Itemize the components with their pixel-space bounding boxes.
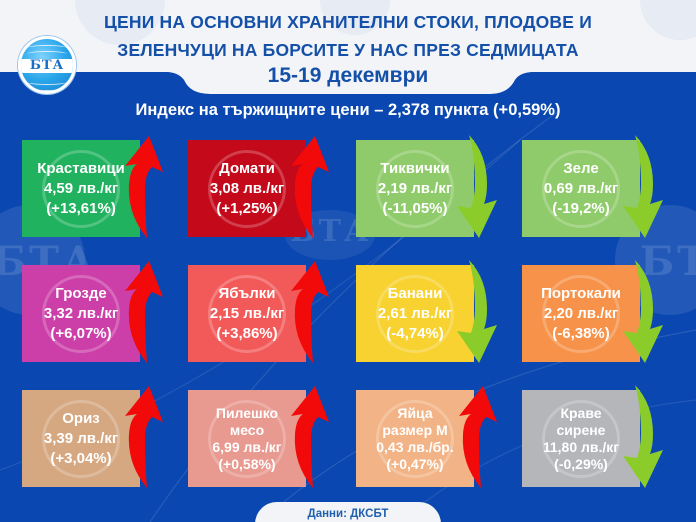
- product-info: Краставици 4,59 лв./кг (+13,61%): [22, 159, 140, 219]
- egg-icon: [376, 399, 454, 478]
- arrow-down-icon: [623, 135, 663, 238]
- product-change: (+6,07%): [50, 324, 112, 342]
- product-card: Яйца размер М 0,43 лв./бр. (+0,47%): [356, 390, 474, 487]
- product-info: Яйца размер М 0,43 лв./бр. (+0,47%): [356, 405, 474, 473]
- product-info: Краве сирене 11,80 лв./кг (-0,29%): [522, 405, 640, 473]
- product-info: Ябълки 2,15 лв./кг (+3,86%): [188, 284, 306, 344]
- product-change: (-0,29%): [554, 455, 608, 472]
- product-name: Зеле: [563, 159, 599, 177]
- product-change: (-11,05%): [382, 199, 448, 217]
- product-change: (+3,86%): [216, 324, 278, 342]
- product-price: 11,80 лв./кг: [542, 438, 620, 455]
- product-info: Пилешко месо 6,99 лв./кг (+0,58%): [188, 405, 306, 473]
- product-price: 2,15 лв./кг: [209, 304, 285, 322]
- orange-icon: [542, 274, 620, 353]
- product-info: Тиквички 2,19 лв./кг (-11,05%): [356, 159, 474, 219]
- zucchini-icon: [376, 149, 454, 228]
- arrow-up-icon: [125, 261, 163, 363]
- product-price: 3,32 лв./кг: [43, 304, 119, 322]
- arrow-up-icon: [291, 136, 329, 238]
- product-card: Зеле 0,69 лв./кг (-19,2%): [522, 140, 640, 237]
- tomato-icon: [208, 149, 286, 228]
- arrow-up-icon: [291, 386, 329, 488]
- product-card: Банани 2,61 лв./кг (-4,74%): [356, 265, 474, 362]
- date-range: 15-19 декември: [267, 64, 429, 87]
- product-info: Банани 2,61 лв./кг (-4,74%): [356, 284, 474, 344]
- market-price-index: Индекс на тържищните цени – 2,378 пункта…: [135, 101, 561, 119]
- page-title-line-2: ЗЕЛЕНЧУЦИ НА БОРСИТЕ У НАС ПРЕЗ СЕДМИЦАТ…: [117, 40, 579, 60]
- cucumber-slice-icon: [42, 149, 120, 228]
- product-info: Портокали 2,20 лв./кг (-6,38%): [522, 284, 640, 344]
- product-name: Краставици: [37, 159, 125, 177]
- product-card: Портокали 2,20 лв./кг (-6,38%): [522, 265, 640, 362]
- product-name: Пилешко: [215, 404, 279, 421]
- grapes-icon: [42, 274, 120, 353]
- product-card: Пилешко месо 6,99 лв./кг (+0,58%): [188, 390, 306, 487]
- product-card: Домати 3,08 лв./кг (+1,25%): [188, 140, 306, 237]
- product-change: (-6,38%): [552, 324, 610, 342]
- product-price: 3,39 лв./кг: [43, 429, 119, 447]
- product-card: Ябълки 2,15 лв./кг (+3,86%): [188, 265, 306, 362]
- product-price: 0,43 лв./бр.: [376, 438, 454, 455]
- arrow-down-icon: [457, 135, 497, 238]
- cabbage-icon: [542, 149, 620, 228]
- watermark-logo-right: БТА: [640, 238, 696, 285]
- product-card: Краставици 4,59 лв./кг (+13,61%): [22, 140, 140, 237]
- product-name: Ябълки: [218, 284, 276, 302]
- product-info: Зеле 0,69 лв./кг (-19,2%): [522, 159, 640, 219]
- header-background: [0, 0, 696, 95]
- product-card: Грозде 3,32 лв./кг (+6,07%): [22, 265, 140, 362]
- arrow-down-icon: [623, 385, 663, 488]
- arrow-up-icon: [125, 136, 163, 238]
- product-info: Грозде 3,32 лв./кг (+6,07%): [22, 284, 140, 344]
- product-price: 4,59 лв./кг: [43, 179, 119, 197]
- product-name: месо: [229, 421, 265, 438]
- product-info: Домати 3,08 лв./кг (+1,25%): [188, 159, 306, 219]
- product-price: 2,20 лв./кг: [543, 304, 619, 322]
- product-price: 2,61 лв./кг: [377, 304, 453, 322]
- product-name: Ориз: [62, 409, 100, 427]
- product-info: Ориз 3,39 лв./кг (+3,04%): [22, 409, 140, 469]
- product-card: Краве сирене 11,80 лв./кг (-0,29%): [522, 390, 640, 487]
- product-change: (+13,61%): [46, 199, 116, 217]
- product-change: (+0,47%): [386, 455, 444, 472]
- product-name: Краве: [560, 404, 602, 421]
- product-name: Грозде: [55, 284, 107, 302]
- arrow-down-icon: [457, 260, 497, 363]
- product-change: (-4,74%): [386, 324, 444, 342]
- product-price: 3,08 лв./кг: [209, 179, 285, 197]
- product-price: 2,19 лв./кг: [377, 179, 453, 197]
- product-name: Портокали: [541, 284, 621, 302]
- product-card: Тиквички 2,19 лв./кг (-11,05%): [356, 140, 474, 237]
- product-name: сирене: [556, 421, 606, 438]
- product-name: Яйца: [397, 404, 433, 421]
- product-name: Тиквички: [380, 159, 450, 177]
- product-change: (+3,04%): [50, 449, 112, 467]
- product-name: размер М: [382, 421, 448, 438]
- apple-icon: [208, 274, 286, 353]
- product-change: (+1,25%): [216, 199, 278, 217]
- arrow-up-icon: [291, 261, 329, 363]
- product-change: (-19,2%): [552, 199, 610, 217]
- arrow-up-icon: [459, 386, 497, 488]
- bta-logo-text: БТА: [29, 58, 65, 73]
- banana-icon: [376, 274, 454, 353]
- arrow-up-icon: [125, 386, 163, 488]
- page-title-line-1: ЦЕНИ НА ОСНОВНИ ХРАНИТЕЛНИ СТОКИ, ПЛОДОВ…: [104, 12, 592, 32]
- bta-logo: БТА: [18, 36, 76, 94]
- arrow-down-icon: [623, 260, 663, 363]
- product-price: 0,69 лв./кг: [543, 179, 619, 197]
- product-change: (+0,58%): [218, 455, 276, 472]
- product-card: Ориз 3,39 лв./кг (+3,04%): [22, 390, 140, 487]
- product-name: Банани: [387, 284, 443, 302]
- product-price: 6,99 лв./кг: [212, 438, 282, 455]
- chicken-icon: [208, 399, 286, 478]
- data-source-label: Данни: ДКСБТ: [255, 502, 441, 522]
- product-name: Домати: [219, 159, 275, 177]
- rice-icon: [42, 399, 120, 478]
- cheese-icon: [542, 399, 620, 478]
